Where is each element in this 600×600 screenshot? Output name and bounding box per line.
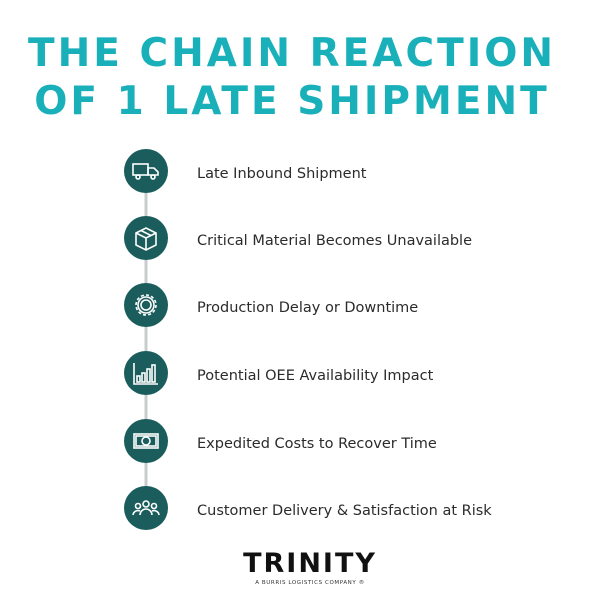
bars-icon <box>133 363 158 385</box>
step-circle <box>124 351 168 395</box>
step-label: Expedited Costs to Recover Time <box>197 436 437 452</box>
step-list: Late Inbound Shipment Critical Material B… <box>124 149 492 530</box>
step-circle <box>124 486 168 530</box>
title-line: THE CHAIN REACTION <box>28 31 556 76</box>
step-label: Production Delay or Downtime <box>197 300 418 316</box>
logo-tagline: A BURRIS LOGISTICS COMPANY ® <box>255 579 365 586</box>
icons <box>132 163 160 516</box>
step-circle <box>124 149 168 193</box>
step-circle <box>124 283 168 327</box>
title-line: OF 1 LATE SHIPMENT <box>34 79 549 124</box>
step-label: Customer Delivery & Satisfaction at Risk <box>197 503 492 519</box>
truck-icon <box>132 163 159 180</box>
money-icon <box>133 433 159 449</box>
step-label: Critical Material Becomes Unavailable <box>197 233 472 249</box>
step-circle <box>124 419 168 463</box>
gear-icon <box>135 294 157 316</box>
box-icon <box>135 227 157 251</box>
step-label: Potential OEE Availability Impact <box>197 368 434 384</box>
step-label: Late Inbound Shipment <box>197 166 367 182</box>
people-icon <box>132 500 160 516</box>
logo-name: TRINITY <box>243 548 377 579</box>
